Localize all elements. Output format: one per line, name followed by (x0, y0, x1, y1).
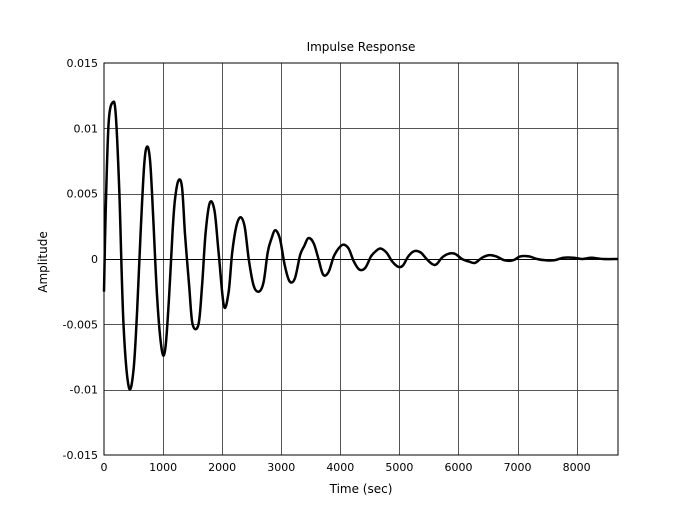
chart-title: Impulse Response (307, 40, 416, 54)
x-tick-label: 8000 (563, 461, 591, 474)
y-tick-label: 0 (91, 253, 98, 266)
x-tick-label: 1000 (149, 461, 177, 474)
impulse-response-line (102, 100, 619, 391)
x-tick-label: 3000 (267, 461, 295, 474)
x-tick-label: 4000 (326, 461, 354, 474)
x-tick-labels: 0 1000 2000 3000 4000 5000 6000 7000 8000 (101, 461, 591, 474)
y-tick-label: 0.01 (74, 122, 99, 135)
y-tick-label: -0.01 (70, 384, 98, 397)
x-tick-label: 2000 (208, 461, 236, 474)
x-tick-label: 0 (101, 461, 108, 474)
x-tick-label: 7000 (504, 461, 532, 474)
y-tick-labels: -0.015 -0.01 -0.005 0 0.005 0.01 0.015 (63, 57, 98, 462)
y-axis-label: Amplitude (36, 231, 50, 293)
y-tick-label: -0.005 (63, 318, 98, 331)
x-tick-label: 5000 (385, 461, 413, 474)
y-tick-label: 0.015 (67, 57, 99, 70)
y-tick-label: -0.015 (63, 449, 98, 462)
y-tick-label: 0.005 (67, 188, 99, 201)
series-layer (102, 100, 619, 391)
x-tick-label: 6000 (444, 461, 472, 474)
x-axis-label: Time (sec) (329, 482, 393, 496)
